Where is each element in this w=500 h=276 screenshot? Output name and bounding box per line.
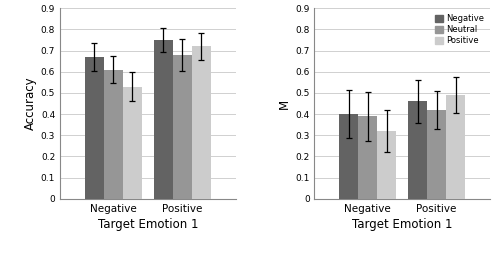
Y-axis label: Accuracy: Accuracy bbox=[24, 77, 36, 130]
Bar bbox=[340, 114, 358, 199]
Bar bbox=[123, 87, 142, 199]
Bar bbox=[172, 55, 192, 199]
Legend: Negative, Neutral, Positive: Negative, Neutral, Positive bbox=[434, 12, 486, 47]
Bar bbox=[446, 95, 465, 199]
Bar bbox=[154, 40, 172, 199]
Bar bbox=[104, 70, 123, 199]
Bar bbox=[427, 110, 446, 199]
X-axis label: Target Emotion 1: Target Emotion 1 bbox=[352, 218, 452, 231]
Bar bbox=[192, 46, 210, 199]
Bar bbox=[85, 57, 104, 199]
Bar bbox=[378, 131, 396, 199]
Bar bbox=[358, 116, 378, 199]
Bar bbox=[408, 101, 427, 199]
Y-axis label: M: M bbox=[278, 99, 291, 108]
X-axis label: Target Emotion 1: Target Emotion 1 bbox=[98, 218, 198, 231]
